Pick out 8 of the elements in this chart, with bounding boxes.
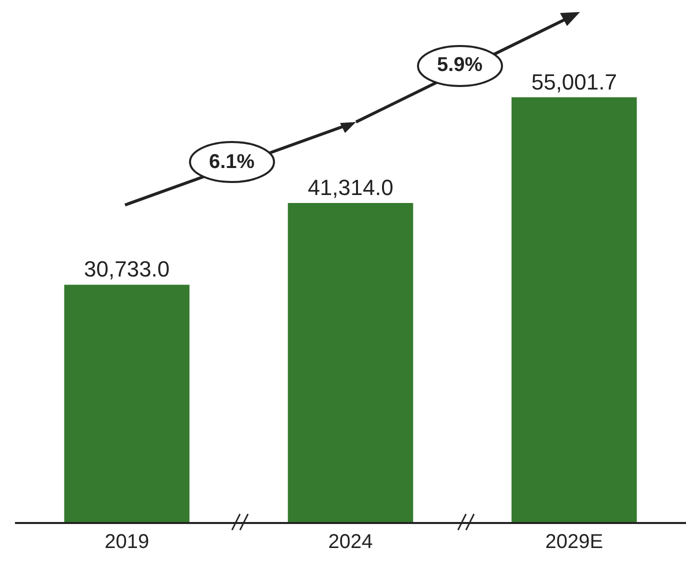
data-label: 30,733.0 xyxy=(84,256,170,282)
annotation: 6.1% xyxy=(209,151,255,173)
text: 5.9% xyxy=(437,54,483,76)
data-label: 55,001.7 xyxy=(531,69,617,94)
x-tick-label: 2029E xyxy=(545,530,604,553)
data-label: 41,314.0 xyxy=(308,175,394,200)
x-tick-label: 2019 xyxy=(104,530,150,553)
x-tick-label: 2024 xyxy=(328,530,373,553)
